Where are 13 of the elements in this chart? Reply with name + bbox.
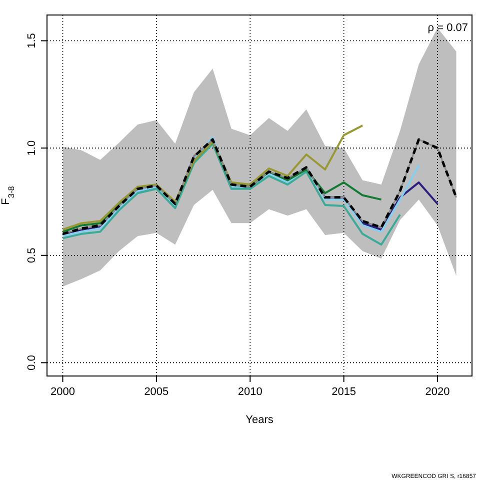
x-tick-label: 2015 bbox=[332, 386, 356, 398]
y-tick-label: 1.0 bbox=[26, 140, 38, 156]
y-tick-label: 0.0 bbox=[26, 355, 38, 370]
x-tick-label: 2005 bbox=[144, 386, 169, 398]
y-tick-label: 1.5 bbox=[26, 33, 38, 48]
line-series bbox=[62, 142, 402, 246]
x-tick-label: 2010 bbox=[238, 386, 262, 398]
line-series bbox=[62, 124, 364, 231]
annotation: ρ = 0.07 bbox=[428, 22, 468, 34]
y-tick-label: 0.5 bbox=[26, 248, 38, 264]
x-tick-label: 2020 bbox=[425, 386, 450, 398]
x-tick-label: 2000 bbox=[50, 386, 75, 398]
x-axis-title: Years bbox=[246, 414, 274, 426]
